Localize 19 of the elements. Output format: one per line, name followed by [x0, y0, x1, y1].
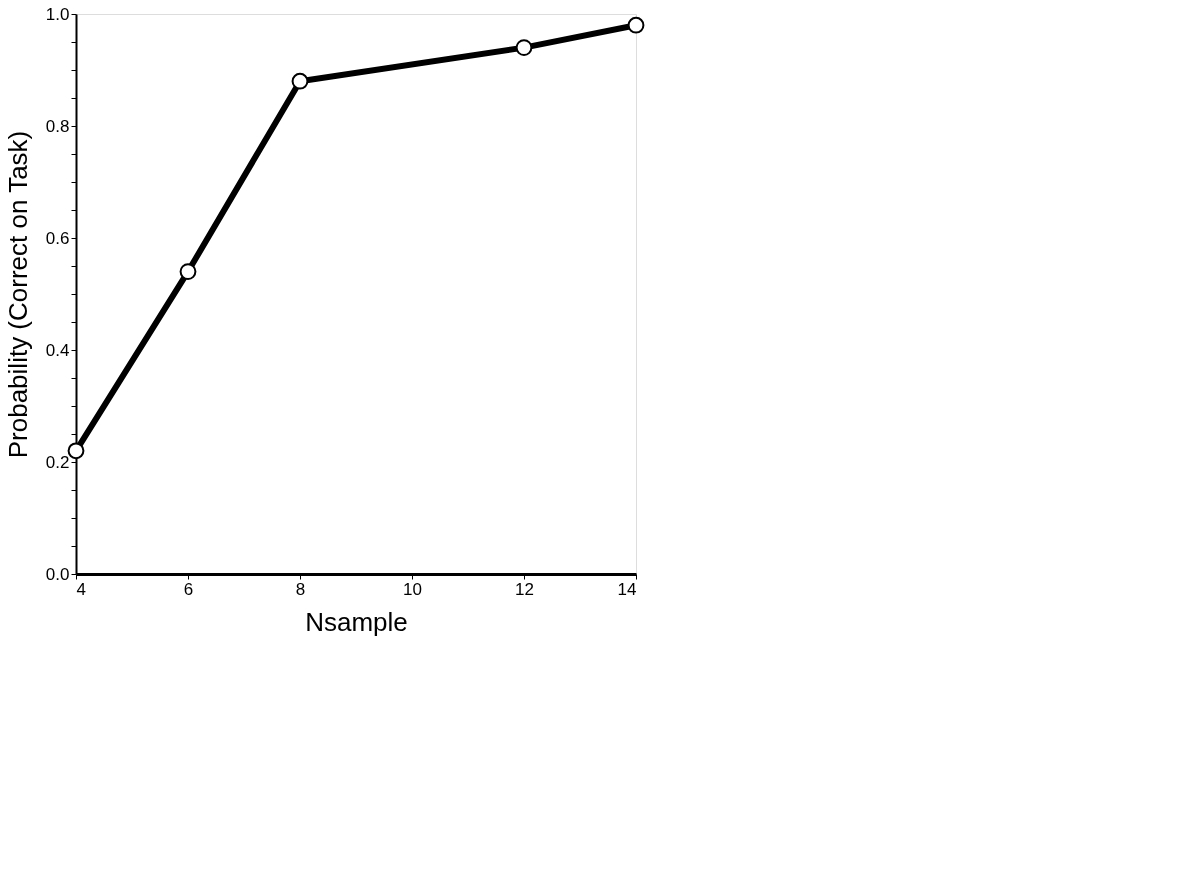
y-tick-label: 0.4: [45, 340, 70, 360]
x-tick-label: 6: [183, 579, 194, 599]
x-tick-label: 10: [403, 579, 422, 599]
point: [515, 39, 533, 56]
x-axis-title: Nsample: [305, 606, 408, 637]
y-axis-title: Probability (Correct on Task): [2, 130, 33, 459]
x-tick-label: 8: [295, 579, 306, 599]
y-tick-label: 0.2: [45, 452, 70, 472]
point: [67, 442, 85, 460]
point: [627, 16, 645, 34]
x-tick-label: 4: [76, 579, 86, 599]
x-tick-label: 14: [617, 579, 637, 599]
y-tick-label: 1.0: [45, 4, 70, 24]
y-tick-label: 0.0: [45, 564, 70, 584]
y-tick-label: 0.6: [45, 228, 70, 248]
y-tick-label: 0.8: [45, 116, 70, 136]
x-tick-label: 12: [515, 579, 534, 599]
point: [291, 72, 309, 90]
point: [179, 263, 197, 280]
